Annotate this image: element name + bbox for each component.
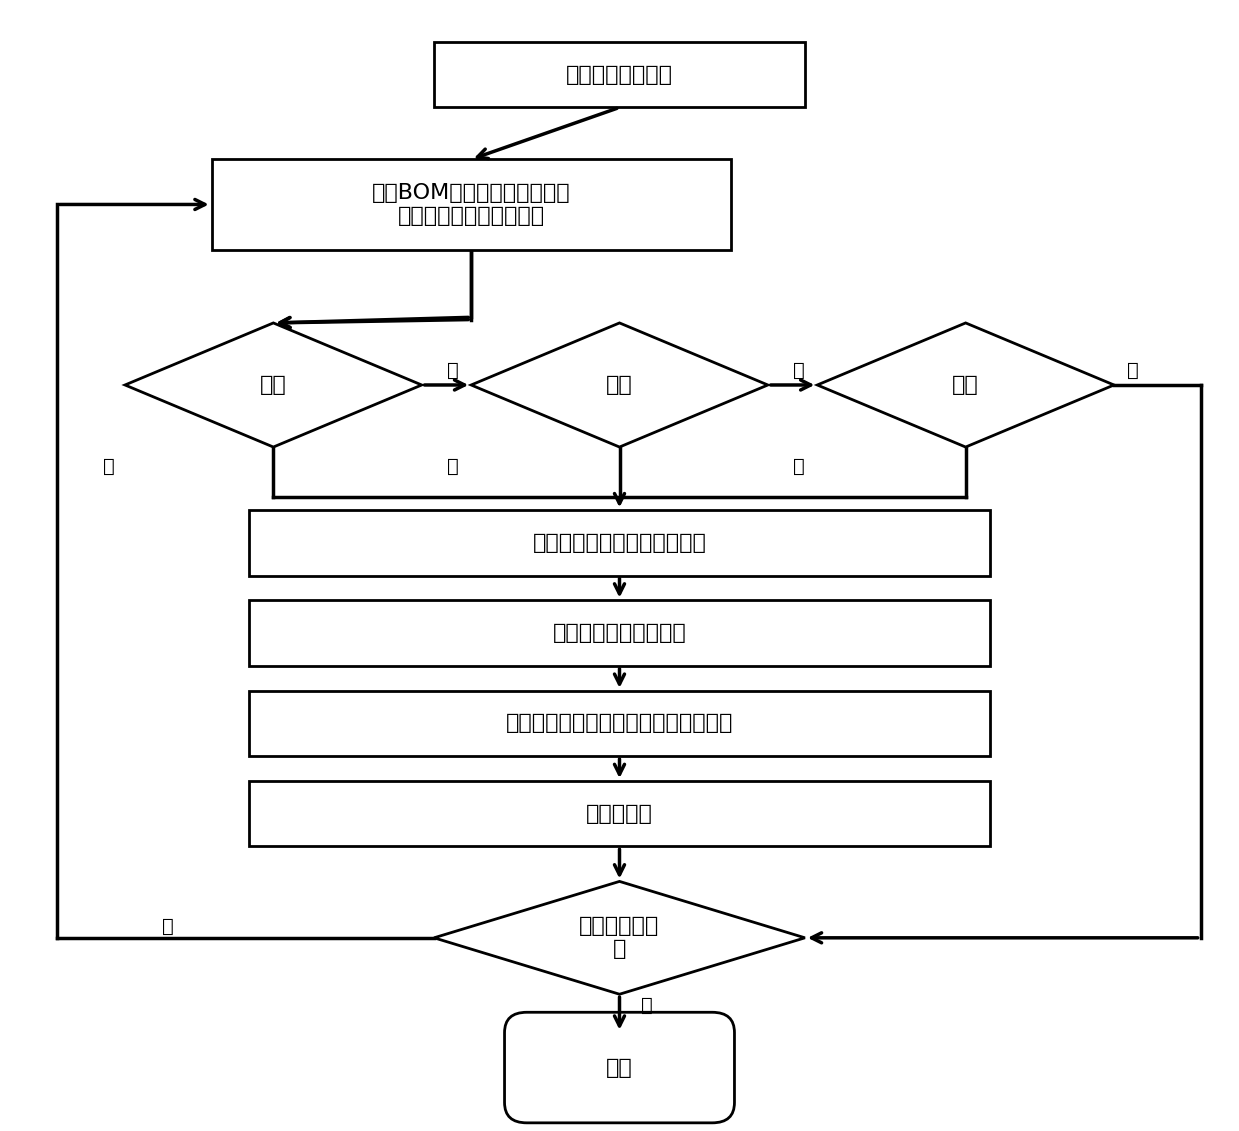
Text: 是: 是	[162, 917, 175, 936]
Text: 管材: 管材	[953, 375, 979, 395]
Text: 否: 否	[641, 996, 653, 1015]
Text: 计算该构件在本区域的百分比: 计算该构件在本区域的百分比	[533, 533, 706, 553]
Text: 区域总质量: 区域总质量	[586, 804, 653, 823]
Bar	[249, 510, 990, 576]
Text: 顺序遍历各个区域: 顺序遍历各个区域	[566, 64, 673, 85]
FancyBboxPatch shape	[504, 1012, 735, 1123]
Polygon shape	[471, 323, 768, 447]
Text: 否: 否	[793, 361, 804, 380]
Text: 累加本区域内所有构件在本区域的质量: 累加本区域内所有构件在本区域的质量	[506, 714, 733, 733]
Polygon shape	[125, 323, 421, 447]
Text: 否: 否	[1126, 361, 1139, 380]
Text: 板材: 板材	[606, 375, 633, 395]
Text: 该构件在本区域的质量: 该构件在本区域的质量	[553, 623, 686, 644]
Bar	[249, 782, 990, 846]
Bar	[249, 691, 990, 757]
Text: 是: 是	[793, 457, 804, 476]
Bar	[212, 159, 731, 250]
Polygon shape	[434, 881, 805, 994]
Text: 型材: 型材	[260, 375, 286, 395]
Text: 是否有下一区
域: 是否有下一区 域	[580, 916, 659, 959]
Polygon shape	[818, 323, 1114, 447]
Bar	[249, 601, 990, 666]
Text: 结束: 结束	[606, 1057, 633, 1078]
Text: 否: 否	[447, 361, 458, 380]
Text: 基于BOM中的物料编码识别出
本区域的构件种类及数量: 基于BOM中的物料编码识别出 本区域的构件种类及数量	[372, 183, 570, 226]
Text: 是: 是	[103, 457, 115, 476]
Bar	[434, 42, 805, 107]
Text: 是: 是	[447, 457, 458, 476]
